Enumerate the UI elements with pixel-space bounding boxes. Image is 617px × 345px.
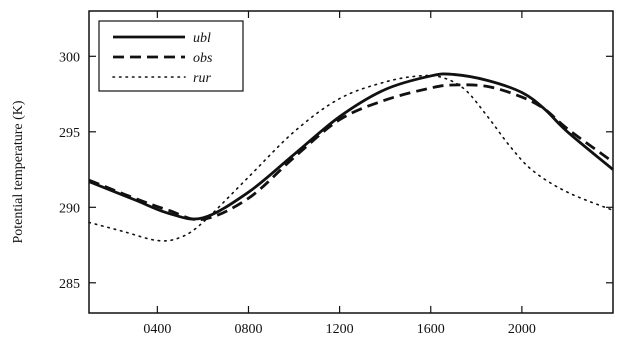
legend-label-ubl: ubl [193,31,211,46]
series-line-obs [88,83,614,222]
x-tick-label: 1600 [417,322,445,337]
legend: ubl obs rur [98,20,244,92]
x-tick-label: 0800 [234,322,262,337]
series-line-rur [88,74,614,242]
legend-label-obs: obs [193,51,213,66]
x-tick-label: 0400 [143,322,171,337]
y-axis-label: Potential temperature (K) [11,100,26,243]
y-tick-label: 285 [59,277,80,292]
series-line-ubl [88,72,614,221]
x-axis-ticks: 0400 0800 1200 1600 2000 [143,11,536,337]
x-tick-label: 1200 [326,322,354,337]
series-layer [88,72,614,242]
y-tick-label: 300 [59,50,80,65]
y-tick-label: 295 [59,126,80,141]
x-tick-label: 2000 [508,322,536,337]
y-tick-label: 290 [59,201,80,216]
legend-label-rur: rur [193,71,211,86]
y-axis-ticks: 285 290 295 300 [59,50,613,292]
plot-frame [88,10,614,314]
